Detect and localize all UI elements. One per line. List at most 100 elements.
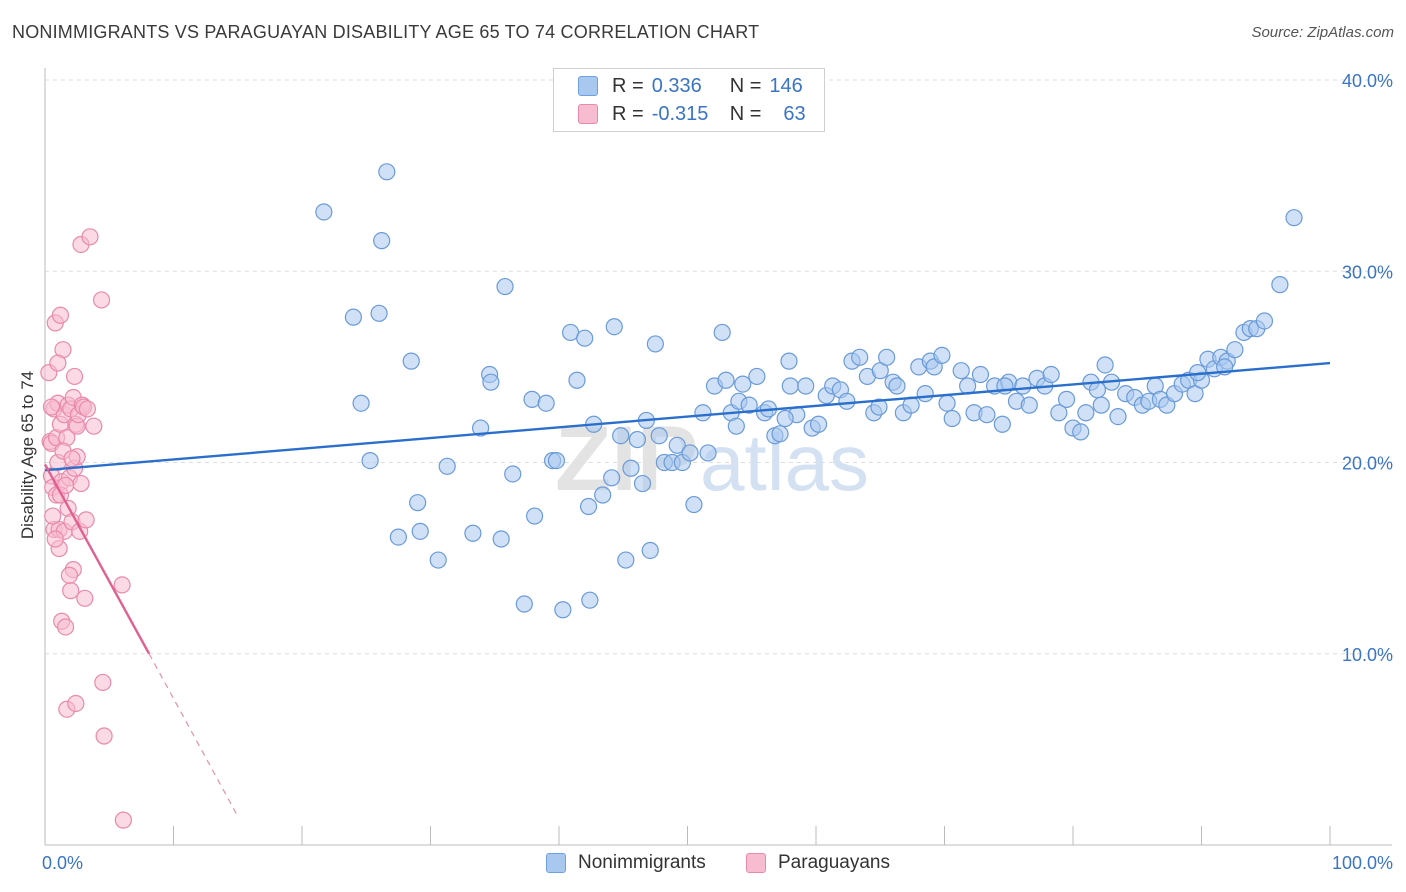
nonimmigrants-point <box>579 497 598 516</box>
nonimmigrants-point <box>633 474 652 493</box>
nonimmigrants-point <box>370 304 388 322</box>
y-tick-label: 20.0% <box>1342 454 1393 474</box>
trend-line-paraguayans <box>43 463 151 655</box>
nonimmigrants-point <box>523 390 541 408</box>
nonimmigrants-point <box>1072 423 1090 441</box>
nonimmigrants-point <box>1092 396 1110 414</box>
nonimmigrants-point <box>740 396 758 414</box>
axes <box>44 68 1392 846</box>
nonimmigrants-point <box>389 528 407 546</box>
legend-swatch-nonimmigrants <box>546 853 566 873</box>
nonimmigrants-point <box>617 551 635 569</box>
x-tick-label: 100.0% <box>1332 853 1393 873</box>
nonimmigrants-point <box>938 394 956 412</box>
legend-n-value: 63 <box>783 102 806 125</box>
nonimmigrants-point <box>780 352 798 370</box>
paraguayans-point <box>78 400 97 418</box>
paraguayans-point <box>114 811 132 829</box>
series-legend: Nonimmigrants Paraguayans <box>0 852 1406 878</box>
nonimmigrants-point <box>409 494 427 512</box>
nonimmigrants-point <box>1014 377 1032 395</box>
nonimmigrants-point <box>605 318 623 336</box>
nonimmigrants-point <box>612 427 630 445</box>
nonimmigrants-point <box>1088 381 1107 399</box>
nonimmigrants-point <box>748 367 766 386</box>
nonimmigrants-point <box>943 409 961 428</box>
paraguayans-point <box>65 367 84 386</box>
nonimmigrants-point <box>1077 404 1095 422</box>
nonimmigrants-point <box>713 323 731 342</box>
nonimmigrants-point <box>870 398 888 416</box>
paraguayans-point <box>94 673 112 692</box>
series-nonimmigrants <box>315 163 1303 619</box>
nonimmigrants-point <box>685 495 703 514</box>
legend-item-nonimmigrants: Nonimmigrants <box>546 852 706 874</box>
trend-line-nonimmigrants <box>44 361 1331 472</box>
paraguayans-point <box>42 398 61 416</box>
nonimmigrants-point <box>402 352 420 370</box>
y-tick-label: 30.0% <box>1342 262 1393 282</box>
nonimmigrants-point <box>438 457 456 475</box>
legend-r-value: 0.336 <box>651 74 702 97</box>
legend-swatch-nonimmigrants <box>578 76 598 96</box>
paraguayans-point <box>81 228 99 246</box>
y-tick-label: 10.0% <box>1342 645 1393 665</box>
paraguayans-point <box>46 530 64 548</box>
nonimmigrants-point <box>628 430 646 449</box>
paraguayans-point <box>49 354 67 372</box>
tick-labels: 10.0% 20.0% 30.0% 40.0% 0.0% 100.0% <box>42 71 1393 873</box>
nonimmigrants-point <box>373 232 391 250</box>
nonimmigrants-point <box>315 203 333 221</box>
nonimmigrants-point <box>699 444 717 462</box>
nonimmigrants-point <box>916 385 934 403</box>
nonimmigrants-point <box>492 530 510 548</box>
nonimmigrants-point <box>547 451 566 470</box>
x-tick-label: 0.0% <box>42 853 83 873</box>
trend-line-paraguayans-extension <box>148 653 239 817</box>
nonimmigrants-point <box>993 415 1011 433</box>
legend-swatch-paraguayans <box>746 853 766 873</box>
paraguayans-point <box>72 474 90 493</box>
nonimmigrants-point <box>681 444 699 462</box>
nonimmigrants-point <box>482 373 500 391</box>
nonimmigrants-point <box>1226 341 1244 359</box>
nonimmigrants-point <box>734 375 752 393</box>
nonimmigrants-point <box>504 465 522 483</box>
nonimmigrants-point <box>581 591 599 609</box>
legend-n-label: N = <box>729 74 762 97</box>
nonimmigrants-point <box>888 377 906 395</box>
nonimmigrants-point <box>838 392 856 410</box>
nonimmigrants-point <box>851 348 869 366</box>
nonimmigrants-point <box>668 436 686 454</box>
paraguayans-point <box>92 291 111 309</box>
nonimmigrants-point <box>650 427 668 445</box>
correlation-legend: R = 0.336 N = 146 R = -0.315 N = 63 <box>553 68 825 132</box>
legend-row-paraguayans: R = -0.315 N = 63 <box>554 101 806 127</box>
nonimmigrants-point <box>496 277 514 296</box>
nonimmigrants-point <box>352 394 370 412</box>
nonimmigrants-point <box>776 409 794 428</box>
nonimmigrants-point <box>1285 209 1303 227</box>
legend-swatch-paraguayans <box>578 104 598 124</box>
paraguayans-point <box>85 417 103 435</box>
nonimmigrants-point <box>576 329 594 347</box>
paraguayans-point <box>44 507 62 525</box>
nonimmigrants-point <box>361 451 379 470</box>
legend-r-value: -0.315 <box>651 102 709 125</box>
nonimmigrants-point <box>537 394 555 412</box>
nonimmigrants-point <box>568 371 586 389</box>
source-label: Source: ZipAtlas.com <box>1251 24 1394 41</box>
nonimmigrants-point <box>344 308 362 326</box>
nonimmigrants-point <box>971 365 990 384</box>
nonimmigrants-point <box>1057 390 1076 408</box>
nonimmigrants-point <box>464 524 482 542</box>
paraguayans-point <box>62 582 80 600</box>
nonimmigrants-point <box>1042 365 1060 384</box>
paraguayans-point <box>60 566 79 584</box>
nonimmigrants-point <box>781 377 799 395</box>
paraguayans-point <box>67 694 85 713</box>
y-tick-label: 40.0% <box>1342 71 1393 91</box>
nonimmigrants-point <box>933 346 951 364</box>
paraguayans-point <box>56 618 75 636</box>
